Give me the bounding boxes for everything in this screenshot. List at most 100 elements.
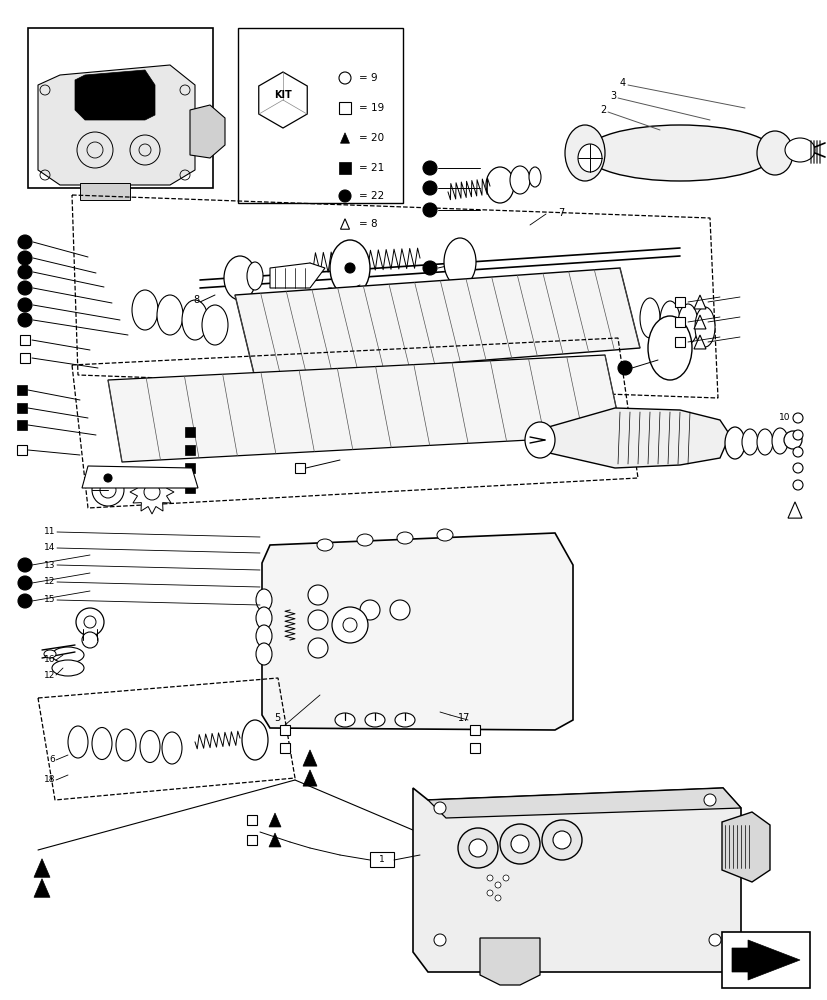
Text: 7: 7 bbox=[557, 208, 563, 218]
Ellipse shape bbox=[585, 125, 774, 181]
Circle shape bbox=[486, 875, 492, 881]
Polygon shape bbox=[787, 502, 801, 518]
Polygon shape bbox=[721, 812, 769, 882]
Ellipse shape bbox=[182, 300, 208, 340]
Circle shape bbox=[708, 934, 720, 946]
Circle shape bbox=[423, 203, 437, 217]
Text: 8: 8 bbox=[194, 295, 200, 305]
Bar bbox=[184, 463, 195, 473]
Text: 1: 1 bbox=[379, 855, 385, 864]
Ellipse shape bbox=[256, 607, 272, 629]
Polygon shape bbox=[259, 72, 307, 128]
Ellipse shape bbox=[485, 167, 514, 203]
Polygon shape bbox=[38, 65, 195, 185]
Bar bbox=[17, 403, 27, 413]
Ellipse shape bbox=[241, 720, 268, 760]
Bar bbox=[237, 28, 403, 203]
Circle shape bbox=[308, 610, 327, 630]
Circle shape bbox=[345, 263, 355, 273]
Polygon shape bbox=[269, 813, 280, 827]
Circle shape bbox=[542, 820, 581, 860]
Bar bbox=[280, 725, 289, 735]
Text: = 20: = 20 bbox=[359, 133, 384, 143]
Ellipse shape bbox=[162, 732, 182, 764]
Ellipse shape bbox=[509, 166, 529, 194]
Circle shape bbox=[18, 251, 32, 265]
Polygon shape bbox=[34, 859, 50, 877]
Circle shape bbox=[457, 828, 497, 868]
Polygon shape bbox=[108, 355, 621, 462]
Ellipse shape bbox=[639, 298, 659, 338]
Bar bbox=[470, 725, 480, 735]
Ellipse shape bbox=[524, 422, 554, 458]
Ellipse shape bbox=[256, 625, 272, 647]
Polygon shape bbox=[693, 315, 705, 329]
Circle shape bbox=[510, 835, 528, 853]
Bar bbox=[674, 337, 684, 347]
Ellipse shape bbox=[224, 256, 256, 300]
Bar bbox=[470, 743, 480, 753]
Ellipse shape bbox=[256, 643, 272, 665]
Polygon shape bbox=[544, 408, 729, 468]
Circle shape bbox=[104, 474, 112, 482]
Text: 3: 3 bbox=[609, 91, 615, 101]
Bar bbox=[17, 385, 27, 395]
Text: 5: 5 bbox=[274, 713, 280, 723]
Bar bbox=[184, 427, 195, 437]
Ellipse shape bbox=[68, 726, 88, 758]
Polygon shape bbox=[340, 133, 349, 143]
Text: 12: 12 bbox=[44, 578, 55, 586]
Polygon shape bbox=[235, 268, 639, 378]
Bar bbox=[184, 445, 195, 455]
Bar bbox=[246, 815, 256, 825]
Polygon shape bbox=[731, 940, 799, 980]
Ellipse shape bbox=[648, 316, 691, 380]
Polygon shape bbox=[303, 750, 317, 766]
Ellipse shape bbox=[131, 290, 158, 330]
Bar bbox=[17, 420, 27, 430]
Circle shape bbox=[792, 430, 802, 440]
Ellipse shape bbox=[330, 240, 370, 296]
Text: 14: 14 bbox=[44, 544, 55, 552]
Circle shape bbox=[423, 261, 437, 275]
Polygon shape bbox=[130, 470, 174, 514]
Ellipse shape bbox=[564, 125, 605, 181]
Ellipse shape bbox=[437, 529, 452, 541]
Ellipse shape bbox=[92, 728, 112, 760]
Circle shape bbox=[783, 431, 801, 449]
Circle shape bbox=[18, 576, 32, 590]
Text: = 21: = 21 bbox=[359, 163, 384, 173]
Circle shape bbox=[617, 361, 631, 375]
Ellipse shape bbox=[157, 295, 183, 335]
Ellipse shape bbox=[443, 238, 476, 286]
Circle shape bbox=[144, 484, 160, 500]
Circle shape bbox=[18, 313, 32, 327]
Ellipse shape bbox=[756, 429, 772, 455]
Text: 10: 10 bbox=[777, 414, 789, 422]
Circle shape bbox=[308, 638, 327, 658]
Bar bbox=[721, 932, 809, 988]
Bar bbox=[674, 297, 684, 307]
Ellipse shape bbox=[724, 427, 744, 459]
Bar bbox=[20, 353, 30, 363]
Bar bbox=[17, 445, 27, 455]
Ellipse shape bbox=[202, 305, 227, 345]
Ellipse shape bbox=[52, 647, 84, 663]
Circle shape bbox=[486, 890, 492, 896]
Ellipse shape bbox=[335, 713, 355, 727]
Ellipse shape bbox=[784, 138, 814, 162]
Text: 15: 15 bbox=[44, 595, 55, 604]
Circle shape bbox=[423, 181, 437, 195]
Polygon shape bbox=[261, 533, 572, 730]
Circle shape bbox=[502, 875, 509, 881]
Text: 16: 16 bbox=[44, 656, 55, 664]
Ellipse shape bbox=[528, 167, 540, 187]
Polygon shape bbox=[75, 70, 155, 120]
Bar bbox=[294, 463, 304, 473]
Circle shape bbox=[468, 839, 486, 857]
Circle shape bbox=[703, 794, 715, 806]
Text: = 8: = 8 bbox=[359, 219, 377, 229]
Circle shape bbox=[323, 288, 337, 302]
Circle shape bbox=[792, 480, 802, 490]
Circle shape bbox=[18, 265, 32, 279]
